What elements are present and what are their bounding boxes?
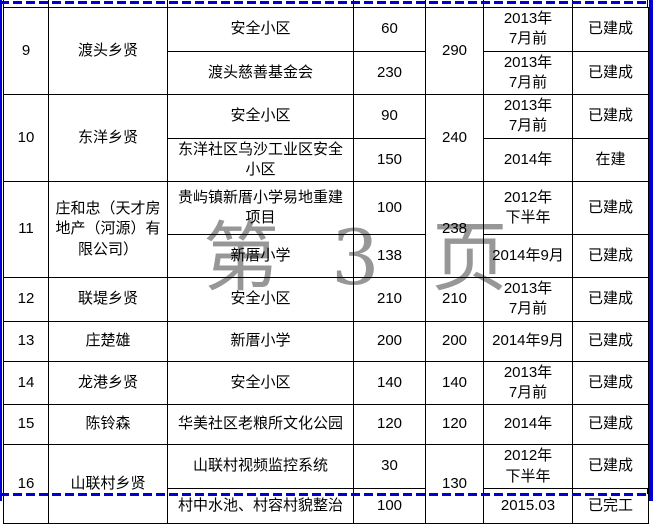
cell-status: 已建成 xyxy=(572,444,649,489)
cell-completion-date: 2012年 下半年 xyxy=(483,444,573,489)
cell-donor-name: 联堤乡贤 xyxy=(48,277,168,322)
grid-stub xyxy=(353,488,354,494)
cell-no: 15 xyxy=(3,404,49,445)
cell-project-name: 安全小区 xyxy=(167,94,354,139)
cell-completion-date: 2013年 7月前 xyxy=(483,7,573,52)
grid-stub xyxy=(3,488,4,494)
cell-completion-date: 2012年 下半年 xyxy=(483,181,573,235)
cell-project-name: 华美社区老粮所文化公园 xyxy=(167,404,354,445)
grid-stub xyxy=(572,488,573,494)
cell-donor-name: 庄和忠（天才房地产（河源）有限公司） xyxy=(48,181,168,278)
page-edge-right xyxy=(649,0,653,501)
table-row: 东洋社区乌沙工业区安全小区 150 2014年 在建 xyxy=(4,137,649,182)
cell-status: 已建成 xyxy=(572,360,649,405)
grid-stub xyxy=(425,488,426,494)
cell-total-amount: 140 xyxy=(425,360,484,405)
cell-donor-name: 庄楚雄 xyxy=(48,320,168,362)
cell-project-name: 安全小区 xyxy=(167,7,354,52)
table-row: 13 庄楚雄 新厝小学 200 200 2014年9月 已建成 xyxy=(3,320,649,362)
cell-status: 已建成 xyxy=(572,277,649,322)
cell-amount: 100 xyxy=(353,181,426,235)
cell-donor-name: 龙港乡贤 xyxy=(48,360,168,405)
cell-project-name: 安全小区 xyxy=(167,277,354,322)
cell-total-amount: 210 xyxy=(425,277,484,322)
cell-status: 已建成 xyxy=(572,181,649,235)
cell-status: 已建成 xyxy=(572,50,649,95)
cell-no: 9 xyxy=(3,7,49,95)
cell-project-name: 东洋社区乌沙工业区安全小区 xyxy=(167,137,354,182)
cell-no: 11 xyxy=(3,181,49,278)
cell-status: 已建成 xyxy=(572,94,649,139)
table-row: 10 东洋乡贤 安全小区 90 240 2013年 7月前 已建成 xyxy=(3,94,649,182)
cell-total-amount: 290 xyxy=(425,7,484,95)
cell-completion-date: 2013年 7月前 xyxy=(483,50,573,95)
cell-project-name: 新厝小学 xyxy=(167,234,354,278)
cell-amount: 138 xyxy=(353,234,426,278)
cell-total-amount: 120 xyxy=(425,404,484,445)
cell-amount: 150 xyxy=(353,137,426,182)
cell-completion-date: 2013年 7月前 xyxy=(483,277,573,322)
cell-project-name: 山联村视频监控系统 xyxy=(167,444,354,489)
table-row: 16 山联村乡贤 山联村视频监控系统 30 130 2012年 下半年 已建成 xyxy=(3,444,649,524)
table-row: 12 联堤乡贤 安全小区 210 210 2013年 7月前 已建成 xyxy=(3,277,649,322)
grid-stub xyxy=(167,488,168,494)
cell-no: 10 xyxy=(3,94,49,182)
cell-completion-date: 2013年 7月前 xyxy=(483,94,573,139)
cell-amount: 90 xyxy=(353,94,426,139)
cell-status: 已建成 xyxy=(572,7,649,52)
cell-project-name: 安全小区 xyxy=(167,360,354,405)
cell-donor-name: 陈铃森 xyxy=(48,404,168,445)
grid-stub xyxy=(48,488,49,494)
cell-project-name: 贵屿镇新厝小学易地重建项目 xyxy=(167,181,354,235)
cell-completion-date: 2014年 xyxy=(483,137,573,182)
cell-completion-date: 2014年9月 xyxy=(483,234,573,278)
cell-no: 14 xyxy=(3,360,49,405)
grid-stub xyxy=(647,488,648,494)
cell-status: 已建成 xyxy=(572,234,649,278)
cell-donor-name: 东洋乡贤 xyxy=(48,94,168,182)
cell-no: 13 xyxy=(3,320,49,362)
cell-total-amount: 240 xyxy=(425,94,484,182)
cell-no: 16 xyxy=(3,444,49,524)
table-row: 渡头慈善基金会 230 2013年 7月前 已建成 xyxy=(4,50,649,95)
page-break-bottom xyxy=(0,493,649,496)
table-row: 新厝小学 138 2014年9月 已建成 xyxy=(4,234,649,278)
grid-stub xyxy=(483,488,484,494)
cell-amount: 60 xyxy=(353,7,426,52)
page-edge-left xyxy=(0,0,2,501)
cell-completion-date: 2013年 7月前 xyxy=(483,360,573,405)
cell-amount: 30 xyxy=(353,444,426,489)
cell-total-amount: 238 xyxy=(425,181,484,278)
cell-donor-name: 山联村乡贤 xyxy=(48,444,168,524)
cell-donor-name: 渡头乡贤 xyxy=(48,7,168,95)
cell-amount: 230 xyxy=(353,50,426,95)
cell-total-amount: 200 xyxy=(425,320,484,362)
cell-amount: 120 xyxy=(353,404,426,445)
cell-completion-date: 2014年9月 xyxy=(483,320,573,362)
cell-total-amount: 130 xyxy=(425,444,484,524)
cell-status: 已建成 xyxy=(572,320,649,362)
donation-projects-table: 9 渡头乡贤 安全小区 60 290 2013年 7月前 已建成 渡头慈善基金会… xyxy=(3,7,649,524)
cell-amount: 210 xyxy=(353,277,426,322)
cell-amount: 200 xyxy=(353,320,426,362)
cell-project-name: 新厝小学 xyxy=(167,320,354,362)
page-break-top xyxy=(0,1,649,4)
cell-status: 在建 xyxy=(572,137,649,182)
cell-status: 已建成 xyxy=(572,404,649,445)
cell-completion-date: 2014年 xyxy=(483,404,573,445)
cell-project-name: 渡头慈善基金会 xyxy=(167,50,354,95)
table-row: 15 陈铃森 华美社区老粮所文化公园 120 120 2014年 已建成 xyxy=(3,404,649,445)
cell-amount: 140 xyxy=(353,360,426,405)
table-row: 11 庄和忠（天才房地产（河源）有限公司） 贵屿镇新厝小学易地重建项目 100 … xyxy=(3,181,649,278)
table-row: 14 龙港乡贤 安全小区 140 140 2013年 7月前 已建成 xyxy=(3,360,649,405)
cell-no: 12 xyxy=(3,277,49,322)
table-row: 9 渡头乡贤 安全小区 60 290 2013年 7月前 已建成 xyxy=(3,7,649,95)
